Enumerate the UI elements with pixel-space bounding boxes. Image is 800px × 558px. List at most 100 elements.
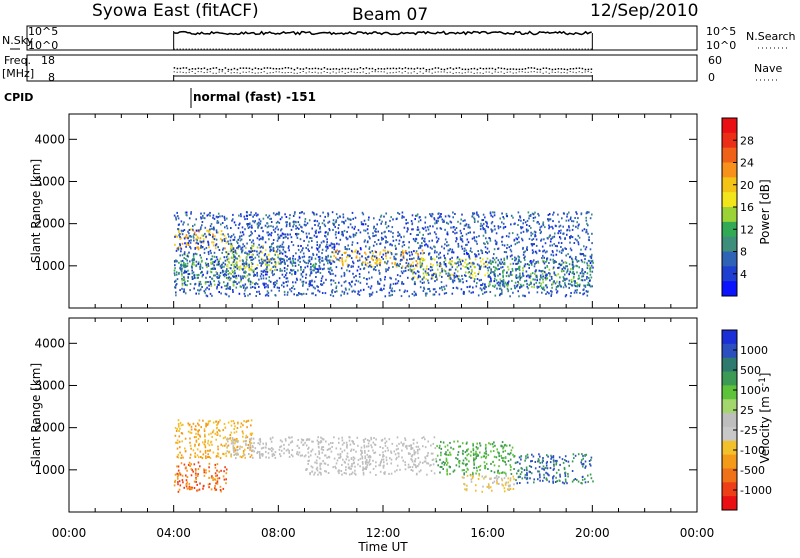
scatter-cell <box>179 238 181 240</box>
scatter-cell <box>242 260 244 262</box>
scatter-cell <box>518 219 520 221</box>
scatter-cell <box>534 279 536 281</box>
scatter-cell <box>389 277 391 279</box>
scatter-cell <box>204 471 206 473</box>
scatter-cell <box>307 222 309 224</box>
scatter-cell <box>381 221 383 223</box>
scatter-cell <box>426 455 428 457</box>
scatter-cell <box>265 214 267 216</box>
scatter-cell <box>272 226 274 228</box>
scatter-cell <box>193 236 195 238</box>
freq-point <box>519 69 521 71</box>
scatter-cell <box>505 464 507 466</box>
freq-point <box>237 69 239 71</box>
scatter-cell <box>198 293 200 295</box>
nave-point <box>204 72 205 73</box>
scatter-cell <box>479 469 481 471</box>
scatter-cell <box>384 438 386 440</box>
scatter-cell <box>422 445 424 447</box>
nave-point <box>243 72 244 73</box>
scatter-cell <box>273 283 275 285</box>
nave-point <box>522 71 523 72</box>
scatter-cell <box>499 459 501 461</box>
scatter-cell <box>502 266 504 268</box>
scatter-cell <box>178 272 180 274</box>
scatter-cell <box>216 243 218 245</box>
scatter-cell <box>227 258 229 260</box>
scatter-cell <box>452 216 454 218</box>
scatter-cell <box>368 219 370 221</box>
scatter-cell <box>517 224 519 226</box>
scatter-cell <box>530 214 532 216</box>
scatter-cell <box>387 449 389 451</box>
scatter-cell <box>441 276 443 278</box>
scatter-cell <box>362 463 364 465</box>
scatter-cell <box>258 279 260 281</box>
scatter-cell <box>283 237 285 239</box>
scatter-cell <box>335 237 337 239</box>
scatter-cell <box>333 252 335 254</box>
freq-point <box>312 68 314 70</box>
power-frame <box>69 114 697 308</box>
scatter-cell <box>456 227 458 229</box>
scatter-cell <box>191 276 193 278</box>
scatter-cell <box>317 436 319 438</box>
scatter-cell <box>186 479 188 481</box>
scatter-cell <box>182 260 184 262</box>
scatter-cell <box>348 459 350 461</box>
scatter-cell <box>445 238 447 240</box>
scatter-cell <box>436 261 438 263</box>
scatter-cell <box>182 481 184 483</box>
scatter-cell <box>233 284 235 286</box>
scatter-cell <box>255 282 257 284</box>
scatter-cell <box>383 216 385 218</box>
scatter-cell <box>307 265 309 267</box>
power-scatter-area <box>174 211 594 297</box>
scatter-cell <box>329 456 331 458</box>
scatter-cell <box>307 439 309 441</box>
scatter-cell <box>314 281 316 283</box>
scatter-cell <box>234 221 236 223</box>
scatter-cell <box>245 283 247 285</box>
freq-point <box>207 69 209 71</box>
scatter-cell <box>338 227 340 229</box>
scatter-cell <box>318 223 320 225</box>
scatter-cell <box>205 262 207 264</box>
scatter-cell <box>446 460 448 462</box>
scatter-cell <box>245 266 247 268</box>
scatter-cell <box>219 435 221 437</box>
scatter-cell <box>246 215 248 217</box>
scatter-cell <box>224 436 226 438</box>
scatter-cell <box>445 451 447 453</box>
scatter-cell <box>259 293 261 295</box>
scatter-cell <box>420 286 422 288</box>
scatter-cell <box>380 279 382 281</box>
scatter-cell <box>249 256 251 258</box>
scatter-cell <box>457 221 459 223</box>
scatter-cell <box>375 474 377 476</box>
scatter-cell <box>311 237 313 239</box>
scatter-cell <box>462 278 464 280</box>
scatter-cell <box>274 231 276 233</box>
scatter-cell <box>279 446 281 448</box>
scatter-cell <box>321 284 323 286</box>
scatter-cell <box>256 291 258 293</box>
scatter-cell <box>379 219 381 221</box>
scatter-cell <box>209 463 211 465</box>
scatter-cell <box>584 261 586 263</box>
scatter-cell <box>326 238 328 240</box>
scatter-cell <box>467 226 469 228</box>
scatter-cell <box>518 295 520 297</box>
scatter-cell <box>498 268 500 270</box>
scatter-cell <box>174 264 176 266</box>
scatter-cell <box>478 466 480 468</box>
scatter-cell <box>292 449 294 451</box>
scatter-cell <box>474 266 476 268</box>
scatter-cell <box>200 451 202 453</box>
scatter-cell <box>312 284 314 286</box>
scatter-cell <box>198 429 200 431</box>
scatter-cell <box>282 261 284 263</box>
scatter-cell <box>391 244 393 246</box>
scatter-cell <box>253 438 255 440</box>
scatter-cell <box>466 244 468 246</box>
